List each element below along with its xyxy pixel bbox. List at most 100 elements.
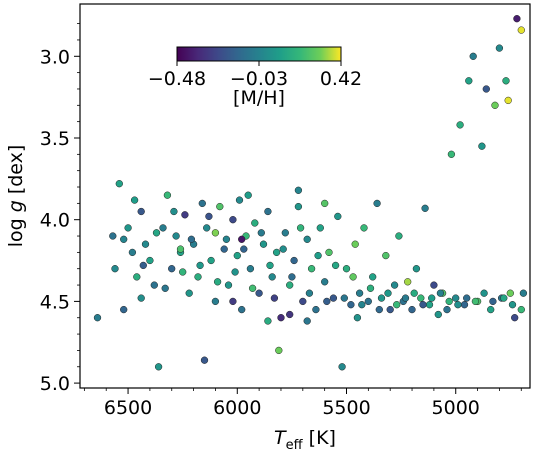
data-point — [511, 314, 519, 322]
data-point — [369, 273, 377, 281]
y-tick-label: 3.0 — [40, 46, 70, 68]
data-point — [259, 240, 268, 248]
x-tick-label: 5000 — [432, 397, 480, 419]
data-point — [366, 284, 375, 292]
data-point — [152, 229, 161, 237]
data-point — [139, 261, 147, 270]
data-point — [491, 101, 499, 109]
data-point — [257, 229, 265, 237]
data-point — [93, 314, 102, 322]
data-point — [347, 301, 355, 309]
x-tick-label: 6000 — [213, 397, 261, 419]
data-point — [375, 305, 383, 314]
y-tick-label: 3.5 — [40, 128, 70, 150]
data-point — [452, 294, 460, 302]
data-point — [233, 251, 241, 260]
data-point — [384, 289, 392, 297]
data-point — [244, 191, 252, 199]
data-point — [109, 232, 117, 240]
data-point — [495, 44, 504, 52]
data-point — [342, 265, 351, 273]
data-point — [434, 310, 442, 319]
colorbar-tick-label: 0.42 — [320, 68, 362, 90]
y-axis-title-var: g — [5, 200, 27, 212]
data-point — [224, 281, 233, 289]
data-point — [419, 301, 427, 309]
data-point — [303, 317, 311, 325]
data-point — [519, 289, 528, 297]
data-point — [196, 261, 204, 270]
data-point — [216, 202, 224, 211]
colorbar: −0.48 −0.03 0.42 [M/H] — [148, 46, 362, 109]
data-point — [294, 202, 303, 211]
data-point — [141, 240, 150, 248]
data-point — [323, 297, 331, 306]
y-axis-ticks: 3.0 3.5 4.0 4.5 5.0 — [40, 23, 80, 395]
data-point — [161, 284, 169, 292]
x-axis-title: Teff [K] — [274, 427, 336, 453]
data-point — [176, 245, 185, 253]
y-axis-title-unit: [dex] — [5, 145, 27, 201]
data-point — [487, 305, 495, 314]
data-point — [329, 294, 338, 302]
data-point — [198, 199, 206, 208]
data-point — [508, 301, 517, 309]
data-point — [421, 204, 429, 212]
data-point — [331, 261, 340, 270]
data-point — [430, 281, 438, 289]
data-point — [447, 150, 456, 158]
data-point — [513, 15, 521, 23]
data-point — [229, 297, 237, 306]
data-point — [456, 121, 464, 129]
data-point — [279, 245, 287, 253]
data-point — [163, 191, 172, 199]
data-point — [395, 232, 403, 240]
data-point — [386, 305, 394, 314]
data-point — [231, 268, 239, 276]
data-point — [340, 294, 348, 302]
data-point — [436, 289, 445, 297]
plot-frame — [79, 3, 531, 389]
data-point — [478, 142, 486, 150]
colorbar-ticks: −0.48 −0.03 0.42 — [148, 61, 362, 90]
data-point — [445, 297, 453, 306]
data-point — [412, 265, 421, 273]
data-point — [410, 289, 418, 297]
x-tick-label: 5500 — [322, 397, 370, 419]
y-axis-title-pre: log — [5, 212, 27, 247]
data-point — [288, 273, 296, 281]
data-point — [307, 265, 316, 273]
data-point — [146, 256, 154, 265]
data-point — [268, 273, 276, 281]
x-axis-title-unit: [K] — [303, 427, 336, 449]
data-point — [460, 301, 469, 309]
data-point — [200, 356, 209, 364]
data-point — [159, 224, 167, 232]
data-point — [275, 346, 283, 355]
data-points — [93, 15, 528, 371]
data-point — [469, 52, 477, 60]
data-point — [238, 235, 246, 243]
data-point — [194, 273, 202, 281]
data-point — [408, 305, 416, 314]
data-point — [393, 301, 401, 309]
data-point — [305, 289, 314, 297]
data-point — [390, 281, 399, 289]
data-point — [137, 294, 145, 302]
data-point — [270, 294, 279, 302]
data-point — [229, 216, 237, 224]
data-point — [443, 305, 451, 314]
data-point — [264, 207, 272, 216]
data-point — [185, 289, 193, 297]
data-point — [238, 305, 246, 314]
data-point — [517, 26, 525, 34]
data-point — [338, 363, 346, 371]
data-point — [154, 363, 163, 371]
y-tick-label: 4.0 — [40, 210, 70, 232]
data-point — [382, 251, 390, 260]
data-point — [358, 301, 366, 309]
x-axis-title-var: T — [274, 427, 287, 449]
data-point — [360, 224, 368, 232]
data-point — [454, 301, 462, 309]
x-axis-ticks: 6500 6000 5500 5000 — [83, 388, 522, 419]
